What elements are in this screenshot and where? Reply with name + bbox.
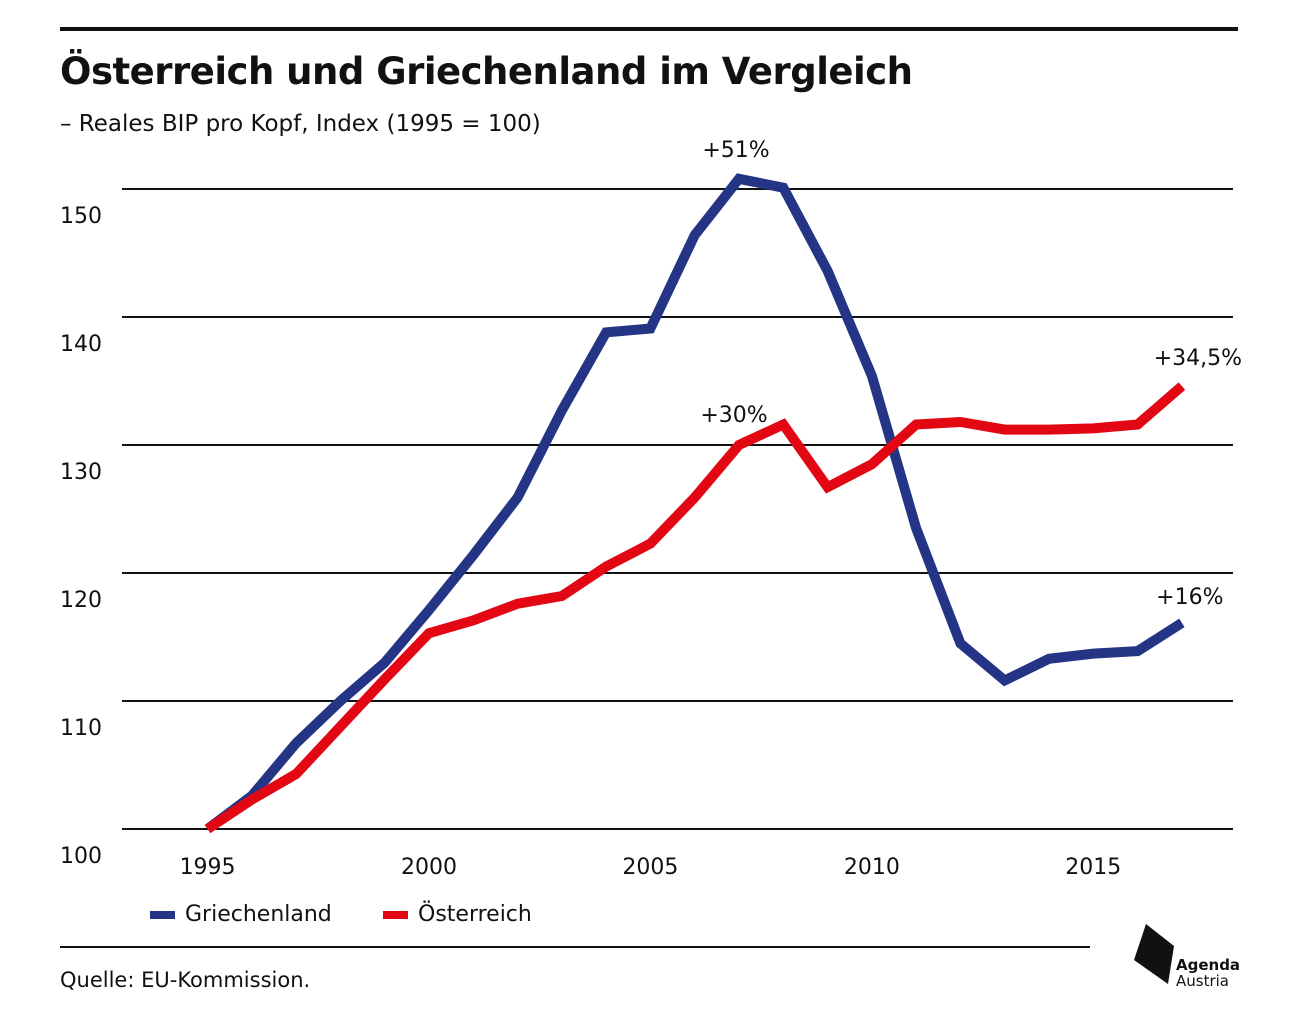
legend-label-griechenland: Griechenland (185, 902, 332, 927)
annotation-label: +16% (1156, 585, 1223, 610)
series-line-griechenland (204, 173, 1185, 833)
x-tick-labels: 1995 2000 2005 2010 2015 (180, 855, 1122, 880)
agenda-austria-logo: Agenda Austria (1132, 920, 1242, 990)
logo-line2: Austria (1176, 972, 1229, 990)
y-tick-label-140: 140 (60, 332, 102, 357)
annotation-layer: +51% +30% +34,5% +16% (700, 138, 1242, 610)
chart-title: Österreich und Griechenland im Vergleich (60, 50, 913, 93)
x-tick-label-2005: 2005 (622, 855, 678, 880)
y-tick-labels: 100 110 120 130 140 150 (60, 204, 102, 869)
source-note: Quelle: EU-Kommission. (60, 968, 311, 992)
series-layer (204, 173, 1186, 834)
y-tick-label-100: 100 (60, 844, 102, 869)
y-tick-label-130: 130 (60, 460, 102, 485)
bottom-rule (60, 946, 1090, 948)
x-tick-label-2010: 2010 (844, 855, 900, 880)
legend-item-griechenland: Griechenland (150, 902, 332, 927)
x-tick-label-2000: 2000 (401, 855, 457, 880)
logo-mark-icon (1134, 924, 1174, 984)
x-tick-label-2015: 2015 (1065, 855, 1121, 880)
legend-item-oesterreich: Österreich (383, 902, 532, 927)
top-rule (60, 27, 1238, 31)
y-tick-label-110: 110 (60, 716, 102, 741)
legend-swatch-griechenland (150, 910, 175, 919)
chart-subtitle: – Reales BIP pro Kopf, Index (1995 = 100… (60, 111, 541, 137)
x-tick-label-1995: 1995 (180, 855, 236, 880)
grid-layer (122, 188, 1233, 830)
annotation-label: +51% (702, 138, 769, 163)
y-tick-label-150: 150 (60, 204, 102, 229)
legend-label-oesterreich: Österreich (418, 902, 532, 927)
series-line-oesterreich (204, 382, 1186, 834)
annotation-label: +30% (700, 403, 767, 428)
y-tick-label-120: 120 (60, 588, 102, 613)
legend-swatch-oesterreich (383, 910, 408, 919)
logo-line1: Agenda (1176, 956, 1241, 974)
annotation-label: +34,5% (1154, 346, 1242, 371)
